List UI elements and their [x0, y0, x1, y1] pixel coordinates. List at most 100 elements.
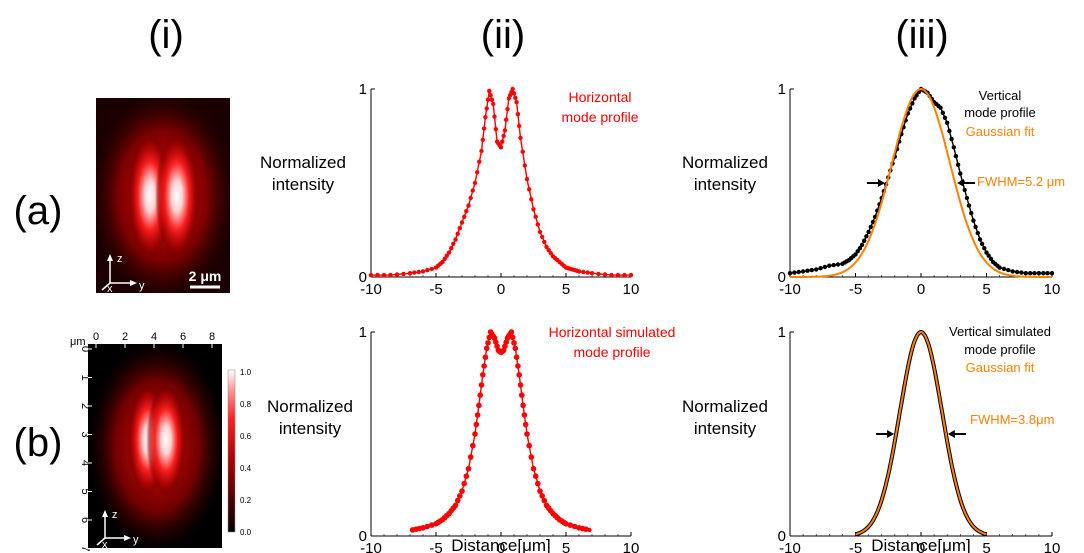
data-point — [540, 234, 545, 240]
y-axis-label-line2: intensity — [272, 175, 335, 194]
x-tick-label: 5 — [562, 281, 570, 298]
data-point — [979, 241, 985, 246]
data-point — [548, 251, 553, 256]
data-point — [470, 188, 475, 193]
data-point — [942, 115, 948, 121]
data-point — [479, 148, 484, 154]
data-point — [515, 363, 521, 369]
data-point — [520, 149, 525, 154]
data-point — [622, 272, 627, 278]
fwhm-arrowhead-left — [877, 179, 885, 187]
data-point — [501, 133, 506, 139]
data-point — [864, 234, 869, 239]
data-point — [988, 256, 994, 261]
data-point — [516, 372, 522, 378]
data-point — [465, 465, 472, 472]
unit-label: μm — [70, 336, 86, 348]
data-point — [628, 272, 634, 278]
data-point — [805, 268, 810, 273]
data-point — [1014, 269, 1020, 275]
data-point — [541, 497, 548, 504]
data-point — [982, 246, 987, 251]
data-point — [368, 272, 374, 278]
data-point — [476, 402, 482, 409]
data-point — [563, 521, 569, 527]
data-point — [519, 392, 525, 399]
x-tick-label: -10 — [360, 540, 382, 553]
y-axis-label-line2: intensity — [694, 175, 757, 194]
data-point — [818, 266, 823, 271]
image-b-left-tick: 2 — [79, 403, 91, 409]
data-point — [526, 442, 532, 449]
data-point — [416, 269, 421, 275]
data-point — [835, 262, 841, 267]
annotation: mode profile — [964, 342, 1036, 357]
x-tick-label: -10 — [360, 281, 382, 298]
data-point — [966, 203, 972, 208]
data-point — [535, 480, 541, 487]
data-point — [513, 95, 518, 101]
annotation: Horizontal simulated — [549, 324, 676, 340]
image-b-left-tick: 1 — [79, 374, 91, 380]
colorbar — [227, 369, 236, 533]
data-point — [512, 345, 519, 352]
data-point — [480, 372, 486, 378]
data-point — [517, 382, 524, 388]
annotation: Vertical simulated — [949, 324, 1051, 339]
annotation: Horizontal — [568, 89, 631, 105]
annotation: Gaussian fit — [966, 360, 1035, 375]
data-point — [493, 126, 498, 132]
annotation: Gaussian fit — [966, 124, 1035, 139]
data-point — [457, 225, 462, 231]
data-point — [452, 502, 459, 509]
data-point — [457, 493, 463, 499]
data-point — [587, 527, 592, 533]
data-point — [546, 247, 551, 253]
data-point — [544, 244, 549, 250]
y-tick-label: 0 — [359, 528, 367, 545]
data-point — [462, 214, 467, 219]
colorbar-tick: 0.2 — [240, 496, 252, 505]
annotation: FWHM=3.8μm — [970, 412, 1054, 427]
data-point — [459, 220, 465, 225]
x-tick-label: 10 — [1044, 540, 1061, 553]
image-b-top-tick: 2 — [122, 331, 128, 343]
y-axis-label-line1: Normalized — [267, 397, 353, 416]
data-point — [533, 214, 538, 219]
data-point — [1019, 270, 1024, 275]
data-point — [585, 270, 590, 275]
data-point — [485, 97, 491, 102]
data-point — [505, 106, 510, 112]
y-axis-label-line2: intensity — [279, 419, 342, 438]
image-b-top-tick: 0 — [93, 331, 99, 343]
data-point — [428, 522, 435, 528]
colorbar-tick: 0.8 — [240, 400, 252, 409]
data-point — [375, 272, 380, 278]
fwhm-arrowhead-right — [957, 179, 965, 187]
data-point — [953, 153, 959, 159]
y-tick-label: 0 — [778, 528, 786, 545]
data-point — [522, 163, 527, 168]
data-point — [474, 412, 481, 418]
data-point — [518, 135, 523, 141]
data-point — [1045, 271, 1050, 276]
mode-image-simulated: μm 0 2 4 6 8 0 1 2 3 4 5 6 7 z y x 1.0 0.8 0.6 0.4 0.2 0… — [70, 331, 252, 552]
column-header-iii: (iii) — [895, 13, 948, 57]
data-point — [464, 209, 469, 214]
data-point — [500, 139, 505, 144]
data-point — [524, 177, 530, 182]
data-point — [424, 523, 431, 530]
data-point — [827, 263, 832, 268]
data-point — [532, 473, 539, 480]
chart-a-ii: -10 -5 0 5 10 0 1 Normalized intensity Horizontal… — [260, 81, 639, 298]
data-point — [459, 488, 465, 494]
data-point — [542, 239, 547, 245]
data-point — [531, 207, 536, 212]
data-point — [947, 128, 952, 134]
data-point — [475, 170, 480, 175]
data-point — [984, 250, 989, 255]
data-point — [508, 329, 515, 335]
x-tick-label: -5 — [429, 281, 442, 298]
data-point — [796, 269, 801, 275]
data-point — [1036, 271, 1042, 276]
